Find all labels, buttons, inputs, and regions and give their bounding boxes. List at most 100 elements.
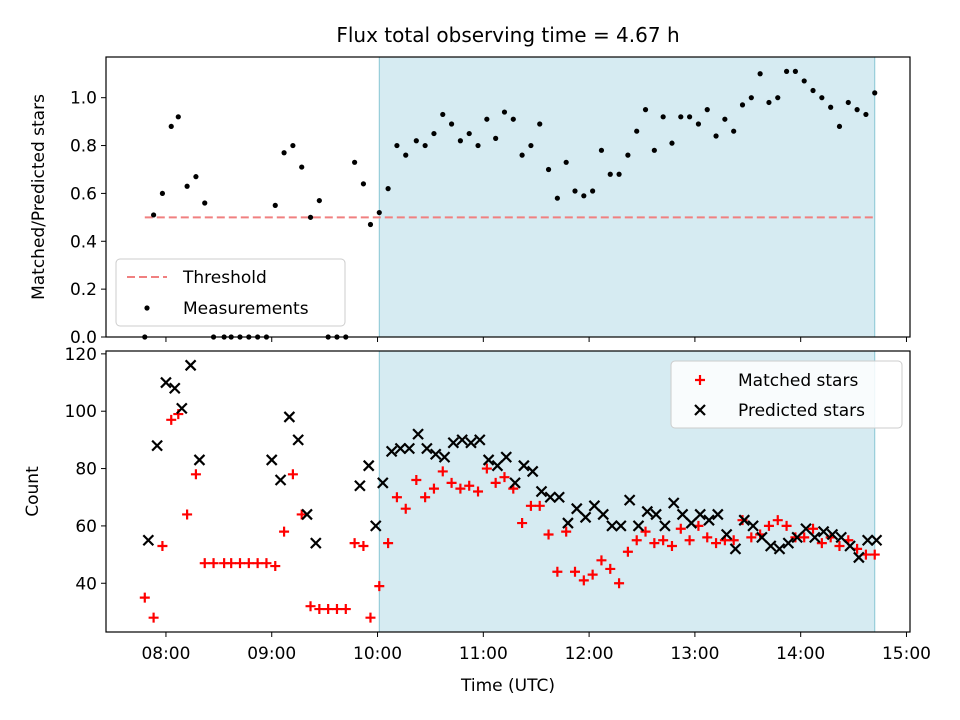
- matched-star-point: [139, 592, 150, 603]
- predicted-star-point: [526, 465, 539, 478]
- x-tick-label: 15:00: [882, 644, 931, 664]
- matched-star-point: [517, 518, 528, 529]
- matched-star-point: [525, 500, 536, 511]
- measurement-point: [440, 111, 446, 118]
- predicted-star-point: [283, 411, 296, 423]
- measurement-point: [376, 209, 382, 216]
- observing-interval-shade: [378, 56, 876, 338]
- matched-star-point: [340, 604, 351, 615]
- matched-star-point: [649, 538, 660, 549]
- measurement-point: [385, 186, 391, 192]
- predicted-star-point: [544, 491, 557, 504]
- matched-star-point: [437, 466, 448, 477]
- predicted-star-point: [474, 434, 486, 446]
- matched-star-point: [561, 526, 572, 537]
- x-tick-label: 11:00: [459, 644, 508, 664]
- matched-star-point: [684, 535, 695, 546]
- ratio-legend-box: [115, 258, 346, 327]
- predicted-star-point: [362, 459, 375, 472]
- matched-star-point: [182, 509, 193, 520]
- matched-star-point: [473, 486, 484, 497]
- predicted-star-point: [791, 531, 803, 544]
- predicted-star-point: [685, 517, 698, 529]
- matched-stars-series: [139, 409, 880, 623]
- predicted-star-point: [535, 485, 548, 498]
- y-tick-label: 60: [75, 517, 97, 537]
- ratio-panel-frame: [105, 56, 911, 338]
- matched-star-point: [420, 492, 431, 503]
- measurement-point: [367, 221, 374, 228]
- predicted-star-point: [354, 479, 366, 492]
- measurement-point: [475, 142, 481, 149]
- predicted-star-point: [447, 436, 460, 449]
- measurement-point: [413, 138, 419, 144]
- measurement-point: [731, 128, 737, 134]
- predicted-star-point: [853, 551, 865, 564]
- measurement-point: [554, 195, 560, 201]
- predicted-star-point: [509, 477, 521, 489]
- measurement-point: [168, 123, 174, 130]
- matched-star-point: [226, 558, 237, 569]
- predicted-star-point: [703, 514, 715, 526]
- measurement-point: [792, 68, 798, 74]
- measurement-point: [836, 123, 843, 130]
- measurement-point: [739, 102, 746, 108]
- measurement-point: [457, 138, 463, 144]
- matched-star-point: [499, 472, 510, 483]
- matched-star-point: [464, 480, 475, 491]
- matched-star-point: [666, 540, 677, 551]
- measurement-point: [281, 150, 287, 156]
- legend-threshold-label: Threshold: [182, 268, 267, 288]
- predicted-star-point: [747, 520, 759, 532]
- chart-title: Flux total observing time = 4.67 h: [336, 23, 679, 47]
- measurement-point: [563, 159, 569, 165]
- predicted-star-point: [438, 451, 451, 463]
- matched-star-point: [614, 578, 625, 589]
- matched-star-point: [428, 483, 439, 494]
- matched-star-point: [728, 535, 739, 546]
- measurement-point: [704, 107, 710, 113]
- legend-predicted-label: Predicted stars: [738, 401, 865, 421]
- measurement-point: [863, 111, 869, 118]
- measurement-point: [299, 164, 305, 170]
- predicted-star-point: [835, 531, 848, 544]
- y-tick-label: 40: [75, 574, 97, 594]
- matched-star-point: [287, 469, 298, 480]
- measurement-point: [766, 99, 772, 106]
- measurement-point: [713, 133, 719, 139]
- x-tick-label: 14:00: [776, 644, 825, 664]
- matched-star-point: [365, 612, 376, 623]
- y-tick-label: 120: [65, 345, 97, 365]
- x-tick-label: 08:00: [141, 644, 190, 664]
- measurement-point: [484, 116, 490, 122]
- matched-star-point: [711, 538, 722, 549]
- predicted-star-point: [176, 402, 188, 415]
- predicted-star-point: [482, 454, 495, 466]
- measurement-point: [545, 166, 552, 173]
- matched-star-point: [323, 604, 334, 615]
- predicted-star-point: [265, 454, 278, 466]
- matched-star-point: [781, 520, 792, 531]
- legend-cross-marker: [694, 404, 706, 416]
- matched-star-point: [869, 549, 880, 560]
- predicted-star-point: [456, 434, 468, 446]
- measurement-point: [403, 152, 409, 158]
- y-tick-label: 0.8: [70, 137, 97, 157]
- measurement-point: [290, 142, 296, 149]
- y-tick-label: 80: [75, 460, 97, 480]
- matched-star-point: [570, 566, 580, 577]
- predicted-star-point: [756, 531, 768, 544]
- predicted-star-point: [553, 491, 565, 504]
- measurement-point: [537, 121, 543, 127]
- measurement-point: [660, 114, 666, 120]
- predicted-star-point: [369, 520, 382, 532]
- predicted-star-point: [500, 451, 513, 463]
- x-tick-label: 09:00: [247, 644, 296, 664]
- predicted-star-point: [385, 445, 398, 458]
- predicted-star-point: [570, 502, 583, 515]
- measurement-point: [466, 130, 472, 137]
- predicted-star-point: [676, 508, 689, 521]
- matched-star-point: [261, 558, 272, 569]
